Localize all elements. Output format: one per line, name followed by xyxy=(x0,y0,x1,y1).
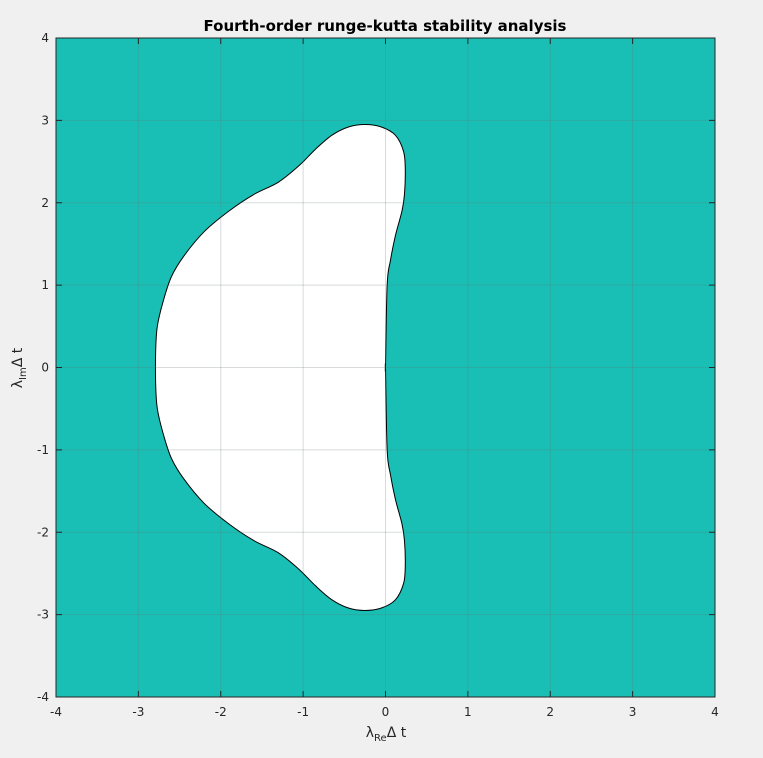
x-tick-label: 2 xyxy=(546,705,554,719)
stable-region xyxy=(154,123,406,612)
chart-title: Fourth-order runge-kutta stability analy… xyxy=(204,17,567,35)
y-axis-label-suffix: Δ t xyxy=(10,347,26,367)
x-axis-label: λReΔ t xyxy=(366,725,407,744)
y-tick-label: -3 xyxy=(37,608,49,622)
x-tick-label: -1 xyxy=(297,705,309,719)
y-axis-label: λImΔ t xyxy=(10,347,29,388)
y-tick-label: 3 xyxy=(41,113,49,127)
y-tick-label: -4 xyxy=(37,690,49,704)
x-axis-label-subscript: Re xyxy=(374,733,387,744)
y-tick-label: 4 xyxy=(41,31,49,45)
y-axis-ticks: -4 -3 -2 -1 0 1 2 3 4 xyxy=(37,31,715,704)
y-tick-label: -2 xyxy=(37,525,49,539)
y-axis-label-symbol: λ xyxy=(10,380,26,388)
x-tick-label: -3 xyxy=(132,705,144,719)
y-tick-label: 2 xyxy=(41,196,49,210)
x-tick-label: -4 xyxy=(50,705,62,719)
y-tick-label: -1 xyxy=(37,443,49,457)
grid xyxy=(56,38,715,697)
x-tick-label: 3 xyxy=(629,705,637,719)
x-tick-label: 4 xyxy=(711,705,719,719)
y-tick-label: 1 xyxy=(41,278,49,292)
x-axis-label-symbol: λ xyxy=(366,725,374,741)
x-tick-label: 1 xyxy=(464,705,472,719)
x-axis-ticks: -4 -3 -2 -1 0 1 2 3 4 xyxy=(50,38,719,719)
y-axis-label-subscript: Im xyxy=(18,367,29,380)
x-axis-label-suffix: Δ t xyxy=(387,725,407,741)
x-tick-label: 0 xyxy=(382,705,390,719)
x-tick-label: -2 xyxy=(215,705,227,719)
plot-area: -4 -3 -2 -1 0 1 2 3 4 -4 -3 -2 -1 0 1 2 3 4 xyxy=(37,31,719,719)
y-tick-label: 0 xyxy=(41,361,49,375)
